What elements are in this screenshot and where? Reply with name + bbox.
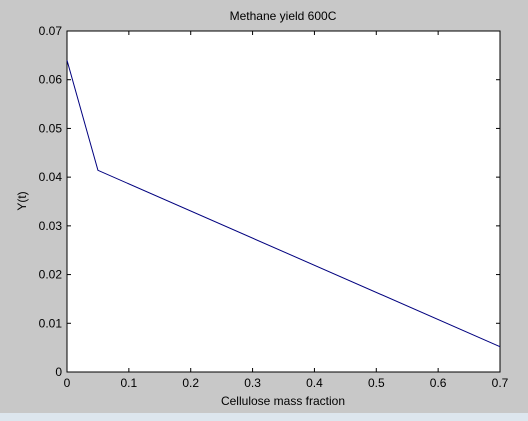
x-axis-label: Cellulose mass fraction <box>221 394 345 408</box>
x-tick-label: 0.2 <box>182 376 199 390</box>
x-tick-label: 0.5 <box>368 376 385 390</box>
x-tick-labels: 0 0.1 0.2 0.3 0.4 0.5 0.6 0.7 <box>64 376 509 390</box>
x-tick-label: 0.4 <box>306 376 323 390</box>
y-tick-label: 0.05 <box>39 121 63 135</box>
axis-ticks <box>66 30 501 373</box>
y-tick-label: 0.02 <box>39 268 63 282</box>
plot-area <box>66 30 501 373</box>
y-tick-label: 0.04 <box>39 170 63 184</box>
y-tick-label: 0.01 <box>39 316 63 330</box>
x-tick-label: 0 <box>64 376 71 390</box>
x-tick-label: 0.3 <box>244 376 261 390</box>
y-tick-label: 0.06 <box>39 73 63 87</box>
y-axis-label: Y(t) <box>15 191 29 210</box>
series-line-0 <box>66 60 501 348</box>
series-lines <box>66 60 501 348</box>
window-bottom-strip <box>0 413 528 421</box>
x-tick-label: 0.6 <box>430 376 447 390</box>
y-tick-label: 0.07 <box>39 24 63 38</box>
chart-title: Methane yield 600C <box>230 9 337 23</box>
y-tick-labels: 0 0.01 0.02 0.03 0.04 0.05 0.06 0.07 <box>39 24 63 379</box>
x-tick-label: 0.1 <box>121 376 138 390</box>
y-tick-label: 0 <box>55 365 62 379</box>
x-tick-label: 0.7 <box>492 376 509 390</box>
y-tick-label: 0.03 <box>39 219 63 233</box>
